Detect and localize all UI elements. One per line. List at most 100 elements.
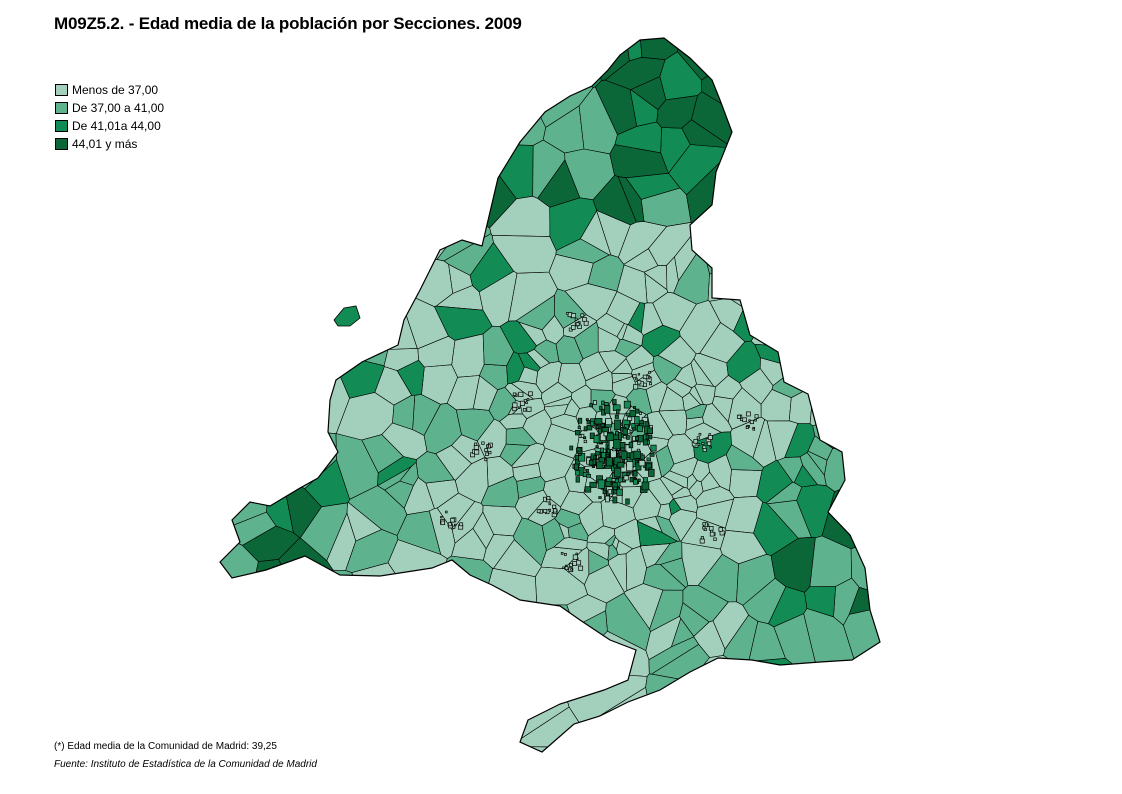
urban-section [638,420,645,425]
town-section [486,444,490,448]
census-section [482,605,508,640]
urban-section [575,447,582,452]
census-section [278,38,328,82]
census-section [707,272,745,302]
urban-section [639,411,642,415]
census-section [549,197,598,251]
town-section [560,552,564,555]
town-section [528,391,533,397]
census-section [652,291,697,332]
census-section [611,372,633,384]
census-section [451,501,484,544]
census-section [230,281,263,318]
town-section [698,432,702,436]
census-section [465,655,536,701]
town-section [440,516,443,519]
urban-section [628,441,634,449]
urban-section [595,451,601,456]
urban-section [597,428,602,434]
census-section [375,116,416,155]
census-section [777,719,825,752]
census-section [732,38,772,63]
census-section [741,67,799,118]
census-section [578,351,610,382]
town-section [648,370,651,374]
town-section [564,553,567,556]
legend-item-class-2: De 37,00 a 41,00 [55,99,164,117]
census-section [682,584,729,623]
town-section [696,436,700,440]
legend-item-class-3: De 41,01a 44,00 [55,117,164,135]
urban-section [606,477,613,483]
town-section [580,313,585,318]
census-section [813,668,880,744]
census-section [357,269,412,328]
census-section [292,314,332,357]
census-sections [220,38,880,752]
census-section [220,85,239,143]
town-section [571,325,576,330]
census-section [592,175,637,226]
urban-section [605,495,610,503]
census-section [851,237,880,288]
census-section [859,38,880,71]
census-section [503,40,555,73]
census-section [537,636,589,682]
census-section [220,314,272,361]
census-section [234,457,298,499]
town-section [570,568,573,571]
urban-section [648,468,655,477]
census-section [471,94,520,121]
town-section [702,526,706,530]
census-section [838,285,880,355]
legend-item-class-4: 44,01 y más [55,135,164,153]
census-section [864,179,880,239]
town-section [752,427,756,431]
town-section [637,380,642,385]
madrid-city-sections [440,312,759,573]
census-section [379,38,427,98]
census-section [275,395,326,432]
census-section [268,587,320,615]
census-section [290,280,329,317]
town-section [473,444,479,450]
census-section [362,161,404,205]
census-section [236,192,308,263]
urban-section [626,435,630,440]
census-section [464,736,517,752]
urban-section [569,445,574,451]
census-section [339,206,382,246]
urban-section [635,462,642,471]
census-section [843,60,872,94]
census-section [750,209,804,260]
urban-section [616,488,623,496]
census-section [552,38,595,53]
urban-section [626,461,634,472]
urban-section [634,416,640,425]
census-section [423,38,476,98]
legend-item-class-1: Menos de 37,00 [55,81,164,99]
town-section [518,391,524,397]
census-section [220,216,265,277]
urban-section [595,445,599,448]
census-section [304,265,343,300]
census-section [399,461,419,486]
census-section [220,38,266,67]
urban-section [593,435,600,444]
town-section [699,538,705,544]
town-section [754,419,757,422]
census-section [776,671,824,721]
census-section [318,638,378,701]
census-section [502,603,538,630]
urban-section [613,486,618,490]
town-section [578,565,584,571]
town-section [488,450,492,455]
census-section [622,708,670,752]
census-section [700,471,721,492]
town-section [749,419,754,425]
town-section [642,374,648,380]
census-section [355,66,400,98]
town-section [693,439,698,444]
census-section [430,38,506,86]
urban-section [633,450,641,459]
